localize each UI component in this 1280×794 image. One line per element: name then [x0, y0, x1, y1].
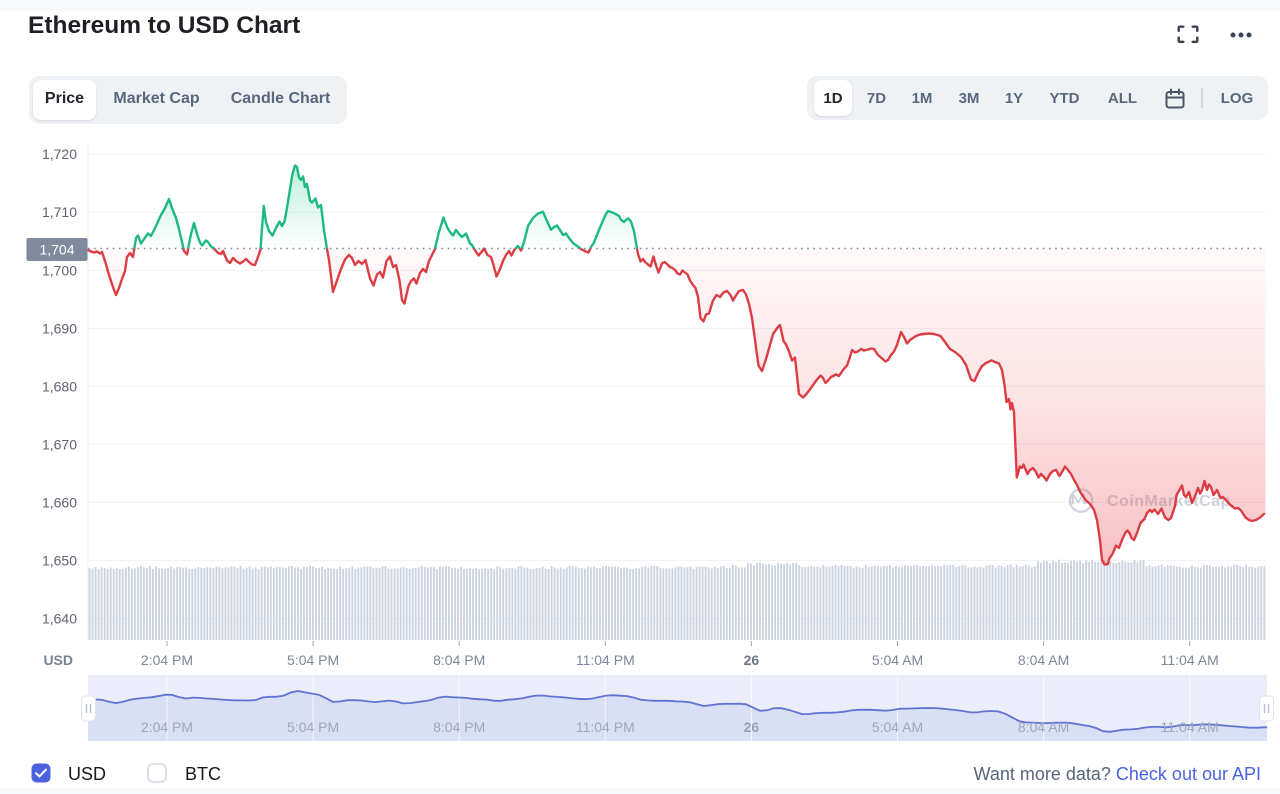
- svg-text:5:04 AM: 5:04 AM: [872, 652, 923, 668]
- svg-text:1,710: 1,710: [42, 204, 77, 220]
- svg-text:11:04 PM: 11:04 PM: [576, 652, 635, 668]
- svg-text:1,650: 1,650: [42, 553, 77, 569]
- svg-text:5:04 PM: 5:04 PM: [287, 719, 339, 735]
- svg-text:2:04 PM: 2:04 PM: [141, 652, 193, 668]
- svg-text:5:04 AM: 5:04 AM: [872, 719, 923, 735]
- svg-text:1,720: 1,720: [42, 146, 77, 162]
- svg-text:1,670: 1,670: [42, 436, 77, 452]
- svg-text:1,640: 1,640: [42, 610, 77, 626]
- svg-text:11:04 AM: 11:04 AM: [1161, 652, 1219, 668]
- svg-text:2:04 PM: 2:04 PM: [141, 719, 193, 735]
- svg-text:1,690: 1,690: [42, 321, 77, 337]
- svg-text:8:04 PM: 8:04 PM: [433, 719, 485, 735]
- svg-text:8:04 AM: 8:04 AM: [1018, 719, 1069, 735]
- svg-text:8:04 PM: 8:04 PM: [433, 652, 485, 668]
- svg-text:1,680: 1,680: [42, 378, 77, 394]
- svg-text:5:04 PM: 5:04 PM: [287, 652, 339, 668]
- svg-text:26: 26: [744, 652, 760, 668]
- svg-text:11:04 AM: 11:04 AM: [1161, 719, 1219, 735]
- svg-text:1,660: 1,660: [42, 494, 77, 510]
- svg-text:USD: USD: [43, 652, 73, 668]
- svg-text:26: 26: [744, 719, 760, 735]
- svg-text:8:04 AM: 8:04 AM: [1018, 652, 1069, 668]
- svg-text:1,700: 1,700: [42, 263, 77, 279]
- svg-text:11:04 PM: 11:04 PM: [576, 719, 635, 735]
- svg-text:1,704: 1,704: [39, 242, 74, 258]
